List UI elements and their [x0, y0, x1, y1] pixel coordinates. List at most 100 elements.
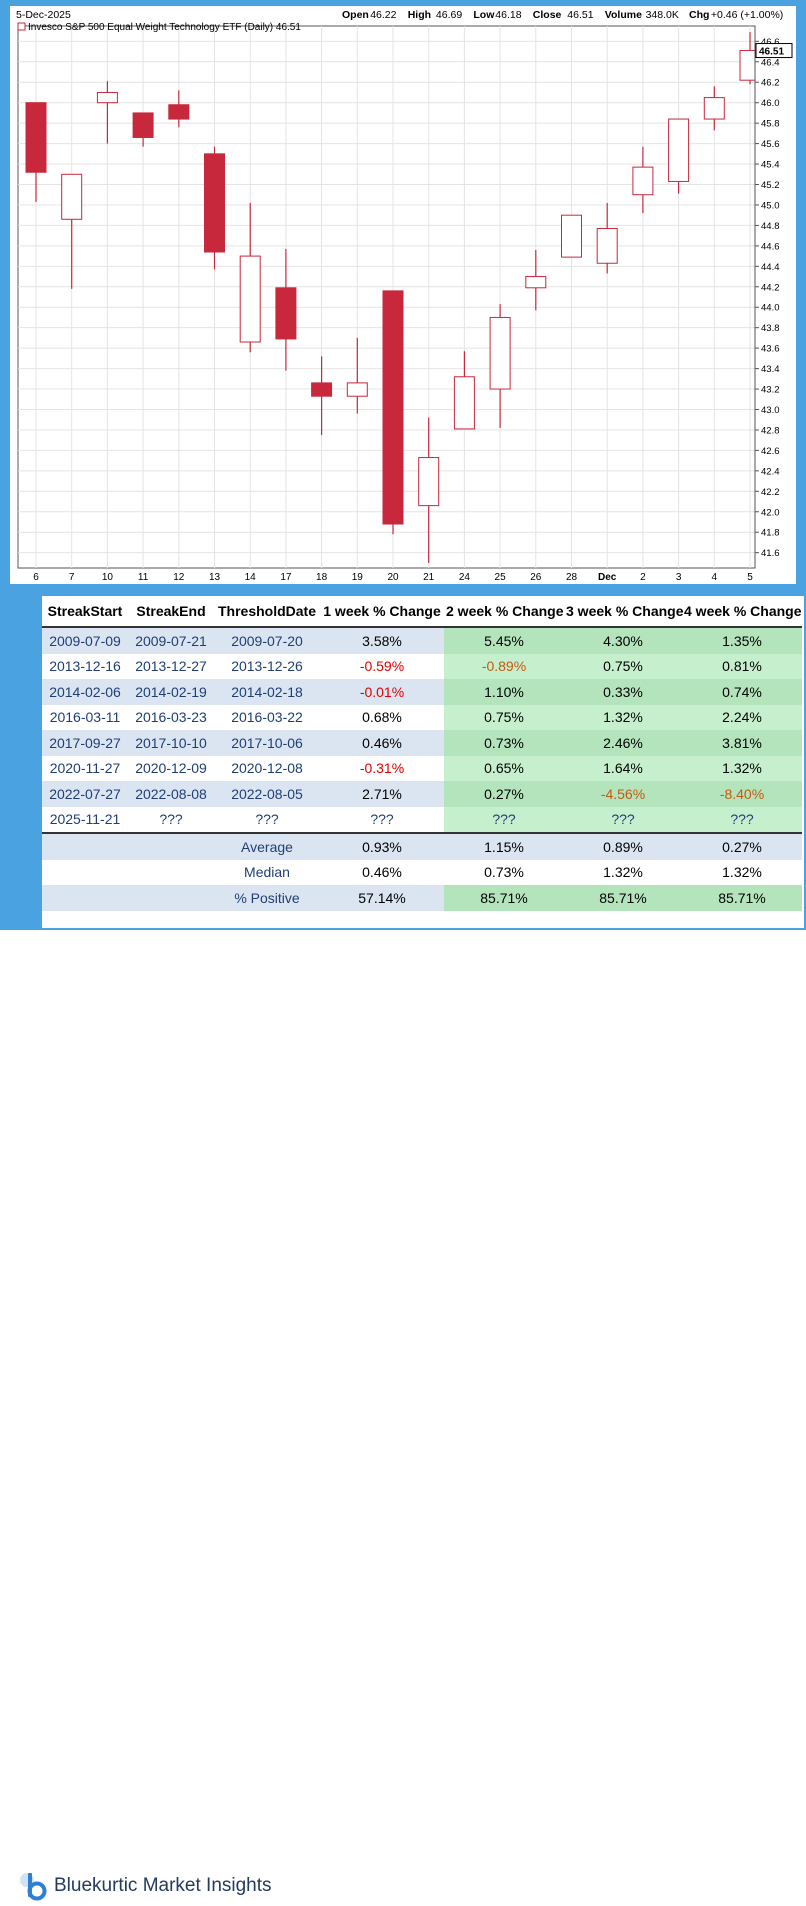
- table-cell: 0.75%: [564, 653, 682, 679]
- table-cell: 2022-08-08: [128, 781, 214, 807]
- table-cell: 2009-07-20: [214, 627, 320, 654]
- table-cell: 1.64%: [564, 755, 682, 781]
- column-header: 1 week % Change: [320, 596, 444, 628]
- table-cell: 2013-12-16: [49, 658, 121, 675]
- y-tick-label: 44.0: [761, 303, 780, 314]
- table-cell: 1.35%: [682, 627, 802, 654]
- y-tick-label: 43.6: [761, 344, 780, 355]
- table-cell: 0.33%: [564, 679, 682, 705]
- candle: [204, 146, 225, 270]
- legend-label: Invesco S&P 500 Equal Weight Technology …: [28, 22, 301, 33]
- candle-body: [346, 382, 368, 397]
- candle: [239, 202, 261, 353]
- table-cell: 2025-11-21: [49, 811, 121, 828]
- table-cell: -0.01%: [320, 679, 444, 705]
- table-cell: 2.71%: [320, 781, 444, 807]
- summary-blank-cell: [42, 885, 214, 911]
- y-tick-label: 46.0: [761, 98, 780, 109]
- table-cell: ???: [682, 806, 802, 833]
- header-field-label: Low: [473, 9, 495, 21]
- x-tick-label: 26: [530, 572, 542, 583]
- footer: Bluekurtic Market Insights: [0, 930, 806, 1901]
- candle-body: [561, 214, 582, 258]
- table-row: 2013-12-16 2013-12-27 2013-12-26 -0.59% -0.8…: [42, 653, 802, 679]
- table-cell: 2014-02-18: [214, 679, 320, 705]
- header-date: 5-Dec-2025: [16, 9, 71, 21]
- summary-row: % Positive 57.14% 85.71% 85.71% 85.71%: [42, 885, 802, 911]
- table-row: 2025-11-21??????????????????: [42, 806, 802, 833]
- candle: [668, 118, 690, 194]
- candle-body: [239, 255, 261, 343]
- table-cell: 0.65%: [444, 755, 564, 781]
- x-tick-label: 24: [459, 572, 471, 583]
- candle: [418, 417, 440, 563]
- candle: [275, 248, 297, 371]
- candle-body: [204, 153, 225, 253]
- y-tick-label: 42.8: [761, 425, 780, 436]
- candle: [453, 351, 475, 430]
- table-cell: 2.46%: [564, 730, 682, 756]
- candle: [346, 337, 368, 414]
- header-field-value: 348.0K: [646, 9, 679, 21]
- x-tick-label: 2: [640, 572, 646, 583]
- x-tick-label: 3: [676, 572, 682, 583]
- y-tick-label: 42.2: [761, 487, 780, 498]
- column-header: StreakStart: [42, 596, 128, 628]
- summary-label: Median: [244, 864, 290, 881]
- candle: [632, 146, 654, 214]
- x-tick-label: 17: [280, 572, 292, 583]
- candlestick-chart: 5-Dec-2025 Open 46.22 High 46.69 Low 46.18 Clo…: [16, 9, 796, 583]
- table-cell: 1.32%: [564, 704, 682, 730]
- header-field-label: Open: [342, 9, 369, 21]
- candle-body: [168, 104, 190, 120]
- table-cell: -0.59%: [359, 658, 405, 675]
- table-cell: 2020-11-27: [49, 760, 121, 777]
- table-cell: 2017-09-27: [42, 730, 128, 756]
- table-cell: ???: [444, 806, 564, 833]
- y-tick-label: 42.4: [761, 466, 780, 477]
- table-row: 2014-02-06 2014-02-19 2014-02-18 -0.01% 1.10…: [42, 679, 802, 705]
- table-row: 2009-07-09 2009-07-21 2009-07-20 3.58% 5.45%…: [42, 627, 802, 654]
- candle: [61, 173, 83, 289]
- candle-body: [382, 290, 404, 525]
- summary-value: 1.15%: [444, 832, 564, 860]
- x-tick-label: 5: [747, 572, 753, 583]
- y-tick-label: 42.6: [761, 446, 780, 457]
- summary-label: Average: [214, 832, 320, 860]
- x-tick-label: 6: [33, 572, 39, 583]
- column-header: 4 week % Change: [682, 596, 802, 628]
- table-row: 2016-03-11 2016-03-23 2016-03-22 0.68% 0.75%…: [42, 704, 802, 730]
- column-header: 2 week % Change: [444, 596, 564, 628]
- candle: [525, 249, 547, 311]
- y-tick-label: 45.4: [761, 160, 780, 171]
- header-field-value: 46.69: [436, 9, 462, 21]
- candle-body: [596, 227, 618, 264]
- last-price-label: 46.51: [759, 47, 784, 58]
- y-tick-label: 43.4: [761, 364, 780, 375]
- x-tick-label: 13: [209, 572, 221, 583]
- table-cell: 2022-07-27: [42, 781, 128, 807]
- y-tick-label: 41.8: [761, 528, 780, 539]
- summary-value: 0.89%: [564, 832, 682, 860]
- table-cell: 0.73%: [444, 730, 564, 756]
- candle-body: [311, 382, 333, 397]
- brand-name: Bluekurtic Market Insights: [54, 1875, 272, 1896]
- table-cell: 4.30%: [564, 627, 682, 654]
- table-cell: 2020-12-08: [231, 760, 303, 777]
- candle-body: [632, 166, 654, 196]
- candle-body: [25, 102, 47, 173]
- summary-value: 57.14%: [320, 885, 444, 911]
- y-tick-label: 45.8: [761, 119, 780, 130]
- table-cell: 2.24%: [682, 704, 802, 730]
- candle: [311, 356, 333, 436]
- candle: [96, 81, 118, 144]
- summary-value: 1.32%: [603, 864, 643, 881]
- candle-body: [453, 376, 475, 430]
- candle-body: [525, 276, 547, 289]
- column-header: ThresholdDate: [214, 596, 320, 628]
- y-tick-label: 46.6: [761, 37, 780, 48]
- bluekurtic-logo-icon: [20, 1873, 47, 1901]
- y-tick-label: 45.2: [761, 180, 780, 191]
- x-tick-label: 21: [423, 572, 435, 583]
- header-field-value: 46.51: [567, 9, 593, 21]
